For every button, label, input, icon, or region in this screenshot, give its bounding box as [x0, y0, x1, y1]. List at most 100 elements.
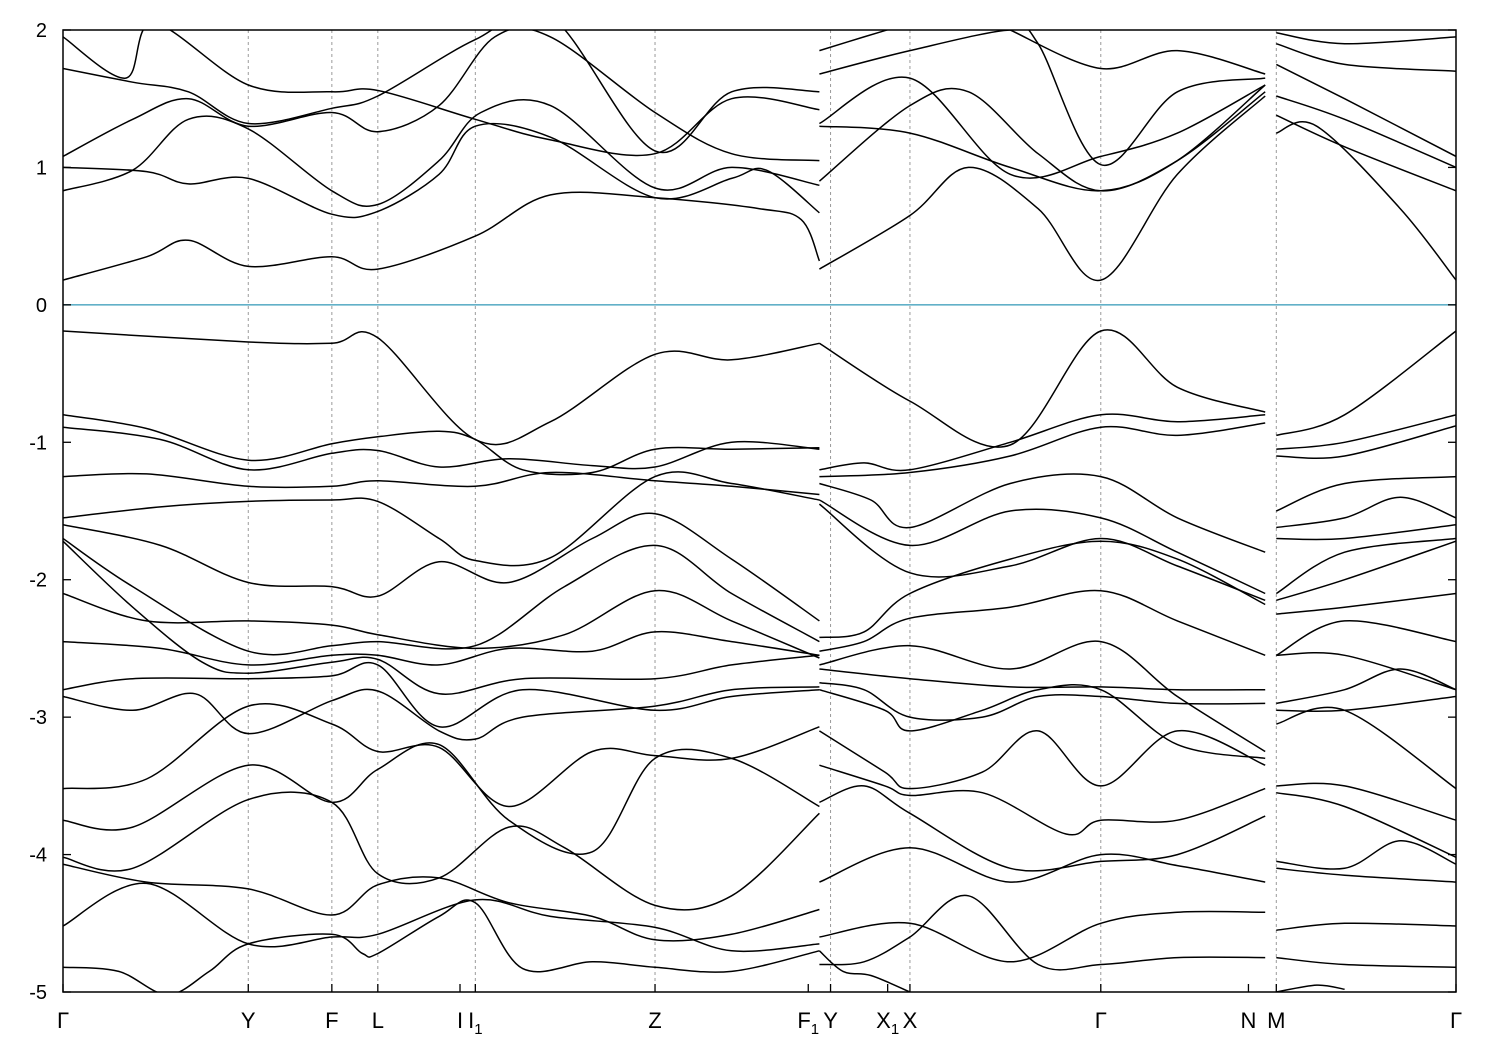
band-line-59 — [1275, 620, 1456, 656]
band-line-50 — [1276, 330, 1456, 437]
kpoint-label-10: X — [903, 1008, 918, 1033]
band-line-58 — [1276, 592, 1456, 615]
kpoint-label-12: N — [1240, 1008, 1256, 1033]
y-tick-label-3: -1 — [29, 432, 47, 454]
band-line-21 — [63, 30, 820, 162]
band-line-33 — [819, 668, 1266, 691]
band-line-37 — [819, 764, 1266, 836]
band-line-34 — [819, 682, 1266, 721]
band-line-57 — [1276, 540, 1456, 602]
band-line-75 — [1276, 42, 1456, 72]
band-line-42 — [818, 950, 911, 992]
kpoint-label-1: Y — [241, 1008, 256, 1033]
band-line-49 — [1009, 30, 1266, 75]
band-line-70 — [1276, 984, 1345, 992]
band-line-3 — [63, 471, 820, 496]
kpoint-label-13: M — [1267, 1008, 1285, 1033]
y-tick-label-7: -5 — [29, 982, 47, 1004]
band-line-7 — [63, 589, 820, 659]
band-line-74 — [1275, 63, 1456, 158]
band-line-52 — [1276, 425, 1456, 460]
band-line-20 — [63, 122, 820, 219]
band-line-11 — [63, 686, 820, 741]
band-line-1 — [63, 414, 820, 476]
band-line-61 — [1276, 668, 1456, 705]
band-line-69 — [1276, 956, 1456, 969]
y-tick-label-1: 1 — [36, 157, 47, 179]
band-line-30 — [819, 540, 1266, 639]
band-lines — [63, 30, 1456, 992]
band-line-63 — [1276, 706, 1456, 790]
band-line-44 — [818, 87, 1266, 192]
band-line-19 — [63, 98, 820, 208]
band-line-29 — [818, 503, 1266, 601]
band-line-13 — [63, 742, 820, 855]
kpoint-label-3: L — [372, 1008, 384, 1033]
band-line-43 — [819, 95, 1266, 281]
band-line-67 — [1276, 867, 1456, 883]
band-line-24 — [818, 329, 1266, 448]
band-line-39 — [819, 846, 1266, 883]
y-tick-label-0: 2 — [36, 20, 47, 42]
band-line-46 — [819, 76, 1266, 179]
band-line-10 — [63, 661, 820, 728]
y-tick-label-5: -3 — [29, 707, 47, 729]
high-symmetry-grid — [247, 30, 1277, 992]
band-line-22 — [63, 30, 820, 154]
band-line-53 — [1276, 475, 1456, 512]
band-line-23 — [63, 30, 820, 157]
band-line-28 — [819, 499, 1266, 595]
band-line-14 — [63, 791, 820, 911]
band-line-47 — [819, 30, 1266, 166]
band-line-31 — [819, 589, 1266, 656]
band-line-51 — [1276, 414, 1456, 450]
band-line-56 — [1275, 537, 1456, 595]
kpoint-label-7: F1 — [797, 1008, 819, 1038]
band-line-36 — [818, 730, 1266, 790]
kpoint-label-6: Z — [648, 1008, 661, 1033]
band-line-55 — [1276, 523, 1456, 541]
band-line-2 — [63, 426, 820, 471]
band-line-12 — [63, 702, 820, 808]
band-line-8 — [63, 630, 820, 666]
band-line-71 — [1276, 121, 1456, 281]
band-line-17 — [63, 899, 820, 992]
y-tick-label-2: 0 — [36, 295, 47, 317]
x-axis: Γ Y F L I I1 Z F1 Y X1 X Γ N M Γ — [57, 984, 1462, 1038]
band-line-16 — [63, 882, 820, 953]
band-line-5 — [63, 512, 820, 622]
band-line-48 — [819, 30, 890, 52]
band-line-15 — [63, 863, 820, 942]
band-line-32 — [819, 640, 1266, 753]
band-line-25 — [819, 413, 1266, 472]
kpoint-label-0: Γ — [57, 1008, 69, 1033]
band-line-54 — [1276, 496, 1456, 529]
kpoint-label-11: Γ — [1095, 1008, 1107, 1033]
kpoint-label-14: Γ — [1450, 1008, 1462, 1033]
band-line-40 — [819, 910, 1266, 963]
band-line-26 — [819, 422, 1266, 478]
y-tick-label-4: -2 — [29, 570, 47, 592]
y-axis: 2 1 0 -1 -2 -3 -4 -5 — [29, 20, 1456, 1004]
band-line-68 — [1276, 922, 1456, 931]
band-line-60 — [1276, 652, 1456, 691]
band-line-41 — [819, 894, 1266, 971]
kpoint-label-5: I1 — [468, 1008, 482, 1038]
band-line-27 — [819, 473, 1266, 553]
y-tick-label-6: -4 — [29, 845, 47, 867]
band-line-9 — [63, 540, 820, 695]
kpoint-label-8: Y — [823, 1008, 838, 1033]
band-line-35 — [819, 684, 1266, 760]
band-line-45 — [819, 84, 1266, 192]
kpoint-label-9: X1 — [876, 1008, 899, 1038]
band-line-73 — [1276, 95, 1456, 169]
band-line-65 — [1276, 791, 1456, 858]
kpoint-label-4: I — [457, 1008, 463, 1033]
kpoint-label-2: F — [325, 1008, 338, 1033]
band-line-72 — [1275, 114, 1456, 192]
band-line-4 — [63, 471, 820, 567]
band-line-38 — [819, 785, 1266, 872]
band-line-18 — [63, 191, 821, 281]
band-line-0 — [63, 330, 820, 446]
